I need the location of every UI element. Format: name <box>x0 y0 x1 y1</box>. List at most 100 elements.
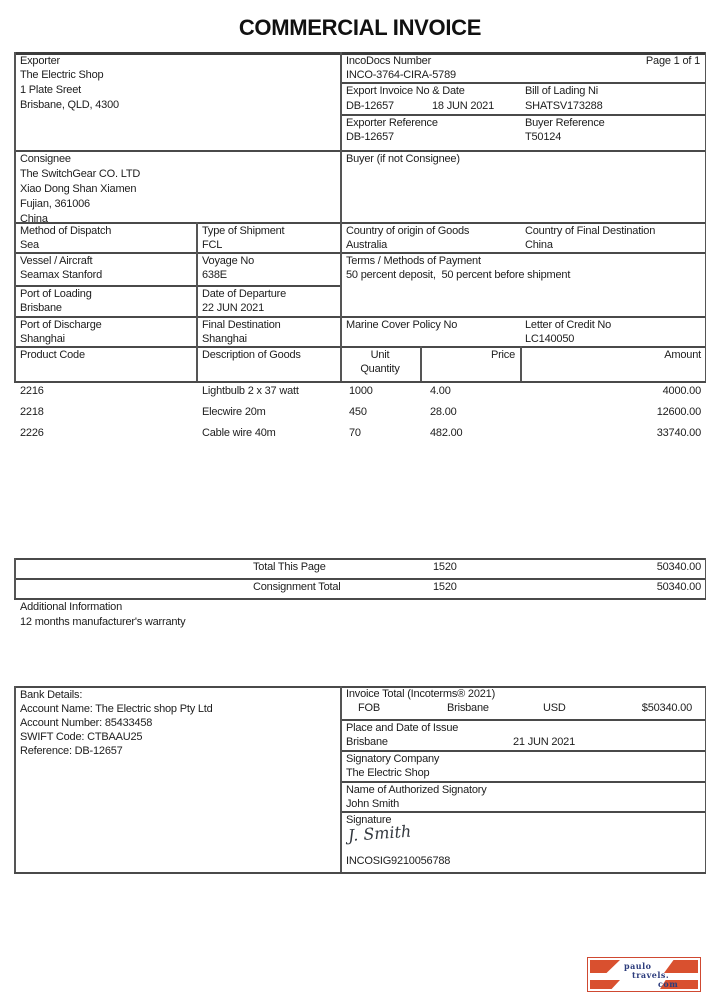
marine-cover-policy-label: Marine Cover Policy No <box>346 319 458 331</box>
signatory-company-value: The Electric Shop <box>346 767 430 779</box>
product-amount: 4000.00 <box>662 385 702 397</box>
divider-line <box>14 346 706 348</box>
invoice-total-currency: USD <box>543 702 566 714</box>
logo-text-line1: paulo <box>624 961 652 971</box>
divider-line <box>14 150 706 152</box>
col-header-description: Description of Goods <box>202 349 301 361</box>
voyage-no-value: 638E <box>202 269 227 281</box>
country-of-origin-label: Country of origin of Goods <box>346 225 470 237</box>
divider-line <box>340 686 342 872</box>
bank-account-name: Account Name: The Electric shop Pty Ltd <box>20 703 213 715</box>
logo-stripe-icon <box>590 980 620 989</box>
method-of-dispatch-label: Method of Dispatch <box>20 225 112 237</box>
exporter-label: Exporter <box>20 55 60 67</box>
final-destination-country-label: Country of Final Destination <box>525 225 656 237</box>
incodocs-number-label: IncoDocs Number <box>346 55 432 67</box>
col-header-unit: Unit <box>370 349 390 361</box>
date-of-departure-value: 22 JUN 2021 <box>202 302 265 314</box>
signatory-company-label: Signatory Company <box>346 753 440 765</box>
product-price: 482.00 <box>430 427 463 439</box>
consignment-total-quantity: 1520 <box>433 581 457 593</box>
additional-information-value: 12 months manufacturer's warranty <box>20 616 186 628</box>
letter-of-credit-value: LC140050 <box>525 333 575 345</box>
total-this-page-amount: 50340.00 <box>656 561 701 573</box>
divider-line <box>704 558 706 598</box>
final-destination-label: Final Destination <box>202 319 281 331</box>
signature-handwriting: J. Smith <box>347 821 412 845</box>
divider-line <box>340 750 706 752</box>
consignee-name: The SwitchGear CO. LTD <box>20 168 141 180</box>
date-of-issue-value: 21 JUN 2021 <box>513 736 576 748</box>
exporter-address-line2: Brisbane, QLD, 4300 <box>20 99 119 111</box>
bank-swift-code: SWIFT Code: CTBAAU25 <box>20 731 143 743</box>
product-price: 4.00 <box>430 385 451 397</box>
terms-of-payment-value: 50 percent deposit, 50 percent before sh… <box>346 269 571 281</box>
exporter-reference-value: DB-12657 <box>346 131 394 143</box>
divider-line <box>14 686 16 872</box>
type-of-shipment-value: FCL <box>202 239 223 251</box>
logo-stripe-icon <box>664 960 698 973</box>
consignee-address-line1: Xiao Dong Shan Xiamen <box>20 183 137 195</box>
divider-line <box>340 781 706 783</box>
total-this-page-label: Total This Page <box>253 561 326 573</box>
port-of-loading-value: Brisbane <box>20 302 62 314</box>
bill-of-lading-label: Bill of Lading Ni <box>525 85 599 97</box>
divider-line <box>340 52 342 381</box>
consignee-address-line2: Fujian, 361006 <box>20 198 90 210</box>
terms-of-payment-label: Terms / Methods of Payment <box>346 255 481 267</box>
type-of-shipment-label: Type of Shipment <box>202 225 285 237</box>
product-quantity: 70 <box>349 427 361 439</box>
export-invoice-number: DB-12657 <box>346 100 394 112</box>
voyage-no-label: Voyage No <box>202 255 255 267</box>
divider-line <box>14 578 706 580</box>
place-date-issue-label: Place and Date of Issue <box>346 722 459 734</box>
buyer-reference-value: T50124 <box>525 131 562 143</box>
product-amount: 12600.00 <box>656 406 701 418</box>
product-quantity: 1000 <box>349 385 373 397</box>
total-this-page-quantity: 1520 <box>433 561 457 573</box>
divider-line <box>14 252 706 254</box>
divider-line <box>14 52 706 55</box>
divider-line <box>14 558 706 560</box>
product-quantity: 450 <box>349 406 367 418</box>
divider-line <box>196 222 198 381</box>
port-of-discharge-value: Shanghai <box>20 333 65 345</box>
bank-details-label: Bank Details: <box>20 689 83 701</box>
col-header-amount: Amount <box>664 349 701 361</box>
product-code: 2216 <box>20 385 44 397</box>
product-amount: 33740.00 <box>656 427 701 439</box>
authorized-signatory-value: John Smith <box>346 798 400 810</box>
divider-line <box>340 82 706 84</box>
bank-reference: Reference: DB-12657 <box>20 745 123 757</box>
divider-line <box>14 381 706 383</box>
exporter-name: The Electric Shop <box>20 69 104 81</box>
page-indicator: Page 1 of 1 <box>645 55 700 67</box>
col-header-price: Price <box>490 349 515 361</box>
bank-account-number: Account Number: 85433458 <box>20 717 153 729</box>
vessel-label: Vessel / Aircraft <box>20 255 93 267</box>
additional-information-label: Additional Information <box>20 601 122 613</box>
logo-text-line2: travels. <box>632 970 670 980</box>
invoice-total-amount: $50340.00 <box>641 702 692 714</box>
consignee-address-line3: China <box>20 213 48 225</box>
buyer-label: Buyer (if not Consignee) <box>346 153 460 165</box>
vessel-value: Seamax Stanford <box>20 269 102 281</box>
invoice-total-label: Invoice Total (Incoterms® 2021) <box>346 688 496 700</box>
country-of-origin-value: Australia <box>346 239 387 251</box>
signature-label: Signature <box>346 814 392 826</box>
divider-line <box>340 719 706 721</box>
product-code: 2218 <box>20 406 44 418</box>
incodocs-number-value: INCO-3764-CIRA-5789 <box>346 69 456 81</box>
exporter-address-line1: 1 Plate Sreet <box>20 84 81 96</box>
product-description: Lightbulb 2 x 37 watt <box>202 385 299 397</box>
divider-line <box>340 811 706 813</box>
final-destination-value: Shanghai <box>202 333 247 345</box>
product-description: Cable wire 40m <box>202 427 276 439</box>
divider-line <box>14 872 706 874</box>
letter-of-credit-label: Letter of Credit No <box>525 319 612 331</box>
divider-line <box>14 558 16 598</box>
consignment-total-label: Consignment Total <box>253 581 341 593</box>
date-of-departure-label: Date of Departure <box>202 288 287 300</box>
divider-line <box>520 346 522 381</box>
